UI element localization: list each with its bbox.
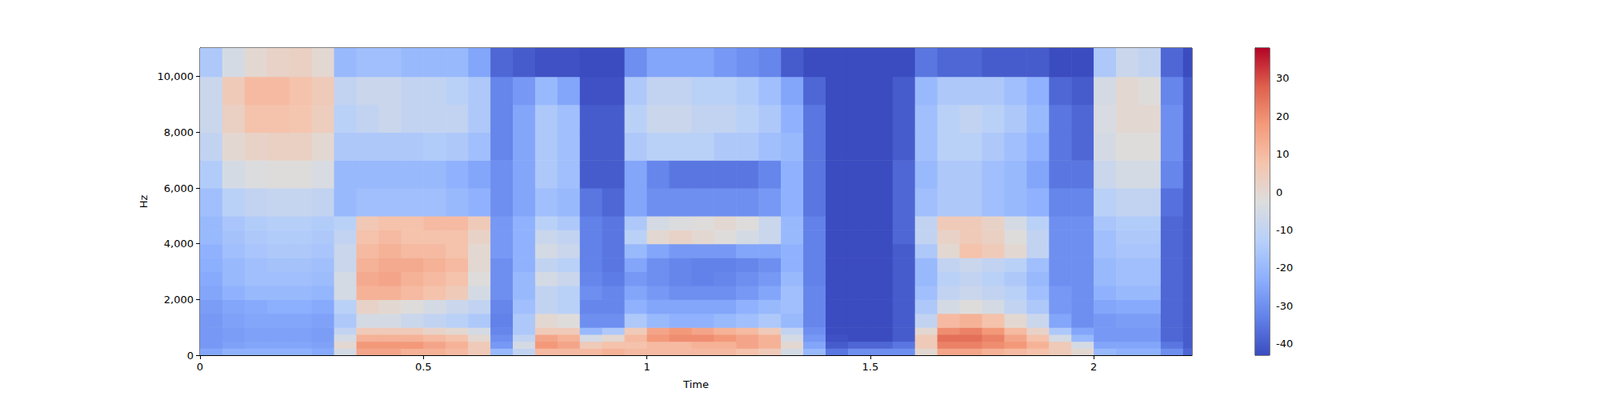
- svg-text:10: 10: [1276, 148, 1290, 160]
- svg-text:Hz: Hz: [137, 195, 150, 209]
- svg-text:0.5: 0.5: [415, 360, 432, 373]
- svg-text:-30: -30: [1276, 300, 1293, 312]
- svg-text:4,000: 4,000: [164, 237, 194, 250]
- svg-text:-10: -10: [1276, 224, 1293, 236]
- svg-text:6,000: 6,000: [164, 182, 194, 195]
- svg-text:30: 30: [1276, 72, 1290, 84]
- svg-text:1.5: 1.5: [861, 360, 879, 373]
- svg-text:20: 20: [1276, 110, 1290, 123]
- svg-text:0: 0: [196, 360, 204, 373]
- svg-text:Time: Time: [682, 378, 709, 391]
- svg-text:-20: -20: [1276, 261, 1293, 274]
- svg-text:8,000: 8,000: [164, 126, 194, 139]
- svg-text:2: 2: [1090, 360, 1097, 373]
- svg-text:10,000: 10,000: [157, 70, 195, 83]
- svg-text:0: 0: [187, 349, 194, 362]
- svg-text:2,000: 2,000: [164, 293, 194, 306]
- svg-text:-40: -40: [1276, 337, 1293, 350]
- svg-text:1: 1: [643, 360, 650, 373]
- svg-text:0: 0: [1276, 186, 1283, 199]
